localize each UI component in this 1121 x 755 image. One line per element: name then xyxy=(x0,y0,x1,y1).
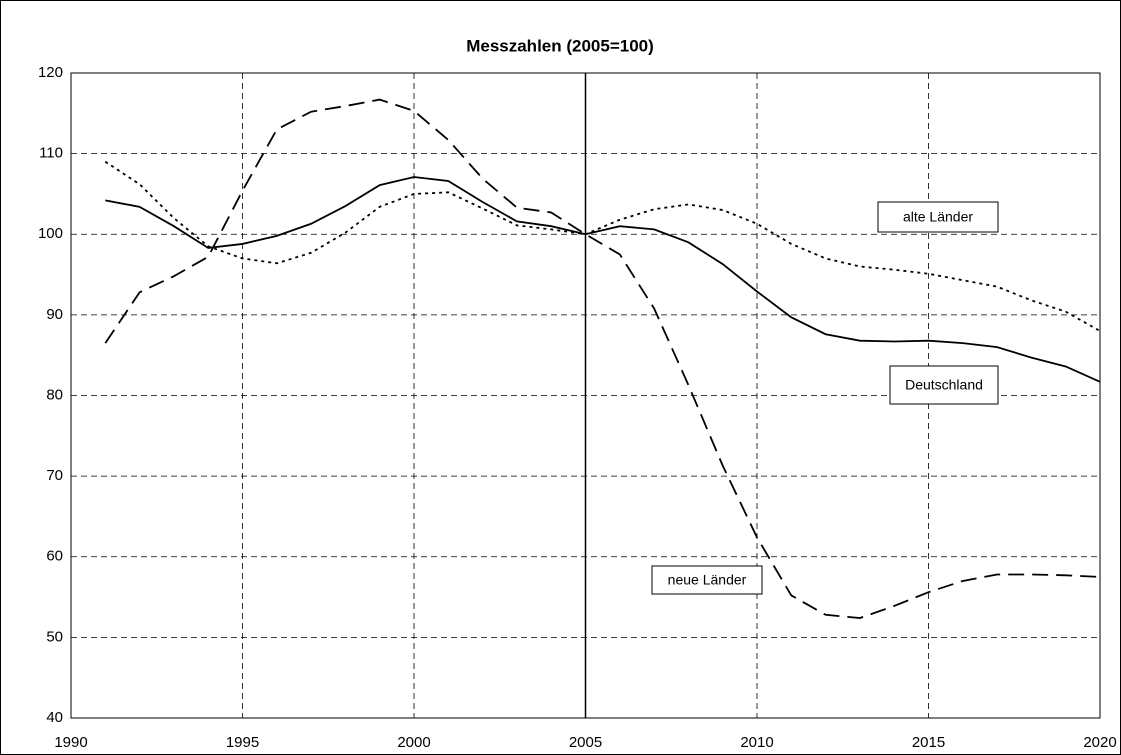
series-line xyxy=(105,176,1101,383)
y-tick-label: 110 xyxy=(39,145,63,162)
x-tick-label: 2010 xyxy=(740,734,773,751)
legend-label: alte Länder xyxy=(903,209,973,225)
y-tick-label: 90 xyxy=(46,306,63,323)
y-tick-label: 80 xyxy=(46,386,63,403)
y-tick-label: 70 xyxy=(46,467,63,484)
legend-box xyxy=(877,201,999,233)
x-tick-label: 2015 xyxy=(912,734,945,751)
y-tick-label: 100 xyxy=(38,225,63,242)
x-tick-label: 2005 xyxy=(569,734,602,751)
y-tick-label: 50 xyxy=(46,628,63,645)
legend-label: Deutschland xyxy=(905,377,983,393)
x-tick-label: 2000 xyxy=(397,734,430,751)
y-tick-label: 120 xyxy=(38,64,63,81)
series-line xyxy=(104,98,1101,619)
y-tick-label: 60 xyxy=(46,548,63,565)
chart-title: Messzahlen (2005=100) xyxy=(466,36,654,55)
legend-box xyxy=(651,565,763,595)
x-tick-label: 1990 xyxy=(54,734,87,751)
legend-label: neue Länder xyxy=(668,572,747,588)
series-line xyxy=(104,160,1101,332)
x-tick-label: 1995 xyxy=(226,734,259,751)
legend-box xyxy=(889,365,999,405)
y-tick-label: 40 xyxy=(46,709,63,726)
x-tick-label: 2020 xyxy=(1083,734,1116,751)
